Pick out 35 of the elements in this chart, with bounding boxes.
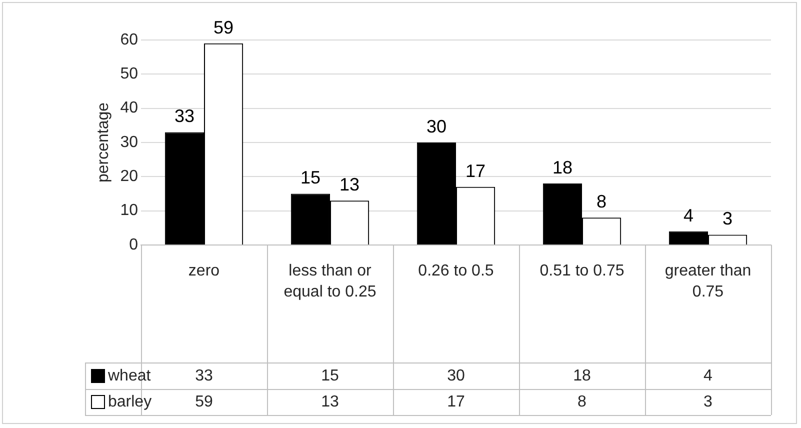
text: 8 — [596, 192, 607, 212]
y-tick-label: 40 — [120, 100, 138, 117]
text: 15 — [300, 168, 320, 188]
data-label: 33 — [195, 367, 213, 384]
text: 17 — [466, 160, 486, 181]
data-label: 15 — [321, 367, 339, 384]
data-label: 59 — [195, 393, 213, 410]
data-label: 18 — [573, 367, 591, 384]
data-label: 17 — [447, 393, 465, 410]
text: 3 — [722, 208, 733, 229]
x-tick-label: 0.26 to 0.5 — [418, 262, 494, 280]
y-tick-label: 0 — [129, 236, 138, 254]
text: 18 — [552, 157, 572, 178]
data-label: 8 — [578, 393, 587, 410]
x-tick-label: greater than 0.75 — [664, 262, 752, 300]
x-tick-label: zero — [188, 262, 220, 280]
y-tick-label: 30 — [120, 134, 138, 151]
data-label: 3 — [704, 393, 713, 410]
text: 4 — [683, 205, 694, 226]
data-label: 13 — [321, 393, 339, 410]
text: 13 — [340, 174, 360, 195]
x-tick-label: less than or equal to 0.25 — [284, 262, 376, 300]
y-tick-label: 10 — [120, 202, 138, 220]
y-tick-label: 20 — [120, 168, 138, 186]
y-tick-label: 50 — [120, 66, 138, 83]
legend-label: wheat — [107, 367, 152, 384]
y-axis-title: percentage — [95, 102, 112, 183]
legend-label: barley — [108, 393, 152, 410]
data-label: 4 — [704, 367, 713, 384]
text: 30 — [426, 116, 446, 136]
text: 59 — [214, 17, 234, 38]
y-tick-label: 60 — [120, 31, 138, 48]
text: 33 — [174, 106, 194, 126]
x-tick-label: 0.51 to 0.75 — [540, 262, 624, 280]
data-label: 30 — [447, 367, 465, 384]
